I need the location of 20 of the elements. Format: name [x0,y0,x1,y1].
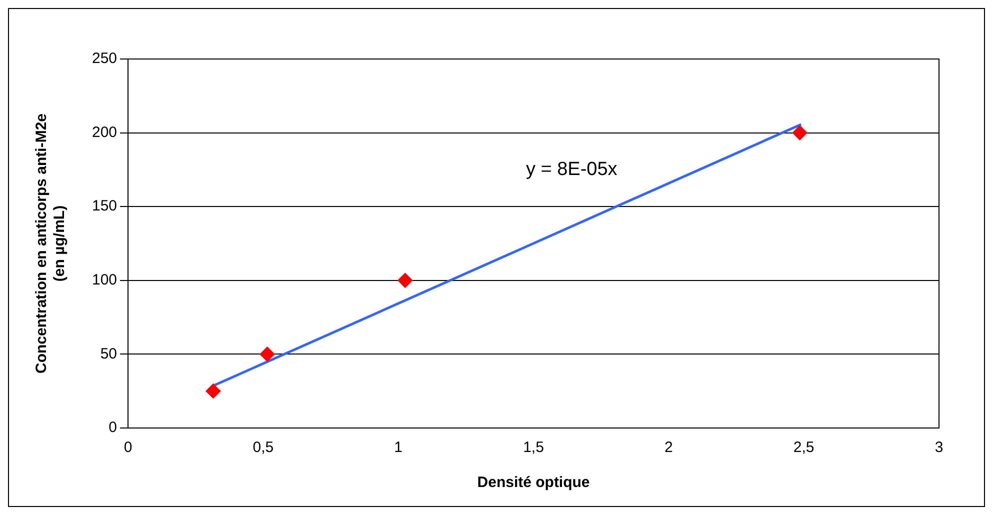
y-tick-label: 100 [92,272,118,289]
y-tick-label: 250 [92,50,118,68]
x-tick-label: 0,5 [252,439,274,456]
y-tick-label: 200 [92,124,118,141]
annotation: y = 8E-05x [526,158,618,180]
x-tick-label: 1 [394,439,403,456]
y-tick-label: 0 [108,419,118,436]
x-tick-label: 3 [934,439,944,456]
x-tick-label: 2,5 [793,439,814,456]
point [260,346,275,362]
x-tick-label: 2 [664,439,673,456]
point [206,384,221,399]
y-axis-title: Concentration en anticorps anti-M2e (en µg/mL) [33,113,68,374]
x-axis-title: Densité optique [477,474,590,492]
x-tick-label: 0 [124,439,132,456]
point [398,272,413,288]
y-tick-label: 150 [92,198,118,215]
y-tick-label: 50 [100,345,118,362]
x-tick-label: 1,5 [523,439,544,456]
point [792,125,808,140]
